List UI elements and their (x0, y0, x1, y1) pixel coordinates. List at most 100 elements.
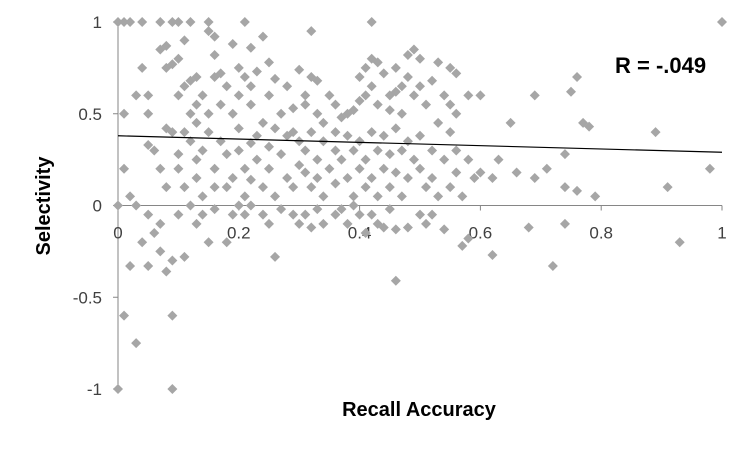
data-point (131, 200, 142, 211)
data-point (330, 127, 341, 138)
data-point (215, 99, 226, 110)
data-point (330, 145, 341, 156)
data-point (384, 105, 395, 116)
data-point (402, 72, 413, 83)
data-point (354, 209, 365, 220)
data-point (427, 75, 438, 86)
data-point (463, 154, 474, 165)
data-point (559, 218, 570, 229)
y-axis-title: Selectivity (33, 156, 55, 256)
data-point (402, 222, 413, 233)
data-point (264, 163, 274, 174)
data-point (360, 62, 371, 73)
data-point (119, 17, 130, 27)
data-point (445, 127, 456, 138)
data-point (221, 182, 232, 193)
data-point (306, 127, 317, 138)
data-point (125, 191, 136, 202)
data-point (451, 145, 462, 156)
data-point (378, 130, 389, 141)
data-point (396, 108, 407, 119)
data-point (324, 90, 335, 101)
data-point (209, 163, 220, 174)
data-point (408, 90, 419, 101)
data-point (366, 127, 377, 138)
data-point (143, 209, 154, 220)
data-point (119, 310, 130, 321)
data-point (227, 108, 238, 119)
data-point (173, 90, 184, 101)
data-point (421, 182, 432, 193)
data-point (179, 35, 190, 46)
data-point (487, 250, 498, 261)
data-point (378, 68, 389, 79)
data-point (312, 108, 323, 119)
data-point (523, 222, 534, 233)
data-point (143, 108, 154, 119)
data-point (294, 64, 305, 75)
data-point (197, 90, 208, 101)
data-point (270, 123, 281, 134)
data-point (415, 209, 425, 220)
data-point (360, 228, 371, 239)
data-point (566, 86, 576, 97)
data-point (493, 154, 504, 165)
data-point (179, 182, 190, 193)
data-point (312, 154, 323, 165)
data-point (384, 182, 395, 193)
data-point (396, 145, 407, 156)
data-point (408, 44, 419, 55)
data-point (342, 218, 353, 229)
data-point (276, 149, 287, 160)
data-point (439, 224, 450, 235)
y-tick-label: 0 (93, 197, 102, 216)
trendline (117, 135, 723, 153)
data-point (390, 167, 401, 178)
data-point (402, 50, 413, 61)
data-point (221, 81, 232, 92)
data-point (239, 191, 250, 202)
data-point (197, 191, 208, 202)
data-point (439, 154, 450, 165)
data-point (559, 149, 570, 160)
data-point (336, 154, 347, 165)
data-point (264, 90, 274, 101)
data-point (167, 59, 178, 70)
data-point (185, 200, 196, 211)
data-point (251, 130, 262, 141)
data-point (227, 39, 238, 50)
data-point (354, 95, 365, 106)
data-point (348, 105, 359, 116)
data-point (342, 130, 353, 141)
y-tick-label: 0.5 (78, 105, 102, 124)
data-point (233, 200, 244, 211)
data-point (270, 73, 281, 84)
data-point (137, 17, 148, 27)
data-point (378, 222, 389, 233)
data-point (547, 261, 558, 272)
x-tick-label: 0 (113, 224, 122, 243)
data-point (131, 90, 142, 101)
data-point (415, 130, 425, 141)
y-axis: -1 -0.5 0 0.5 1 (73, 13, 119, 399)
data-point (572, 185, 583, 196)
y-tick-label: 1 (93, 13, 102, 32)
data-point (239, 17, 250, 27)
data-point (155, 246, 166, 257)
data-point (463, 233, 474, 244)
data-point (197, 145, 208, 156)
data-point (433, 57, 444, 68)
y-tick-label: -0.5 (73, 288, 102, 307)
data-point (203, 127, 214, 138)
data-point (239, 72, 250, 83)
data-point (143, 139, 154, 150)
data-point (384, 204, 395, 215)
data-point (348, 191, 359, 202)
data-point (149, 145, 160, 156)
data-point (415, 53, 425, 64)
data-point (390, 224, 401, 235)
data-point (161, 266, 172, 277)
data-point (227, 172, 238, 183)
data-point (161, 40, 172, 51)
data-point (251, 154, 262, 165)
